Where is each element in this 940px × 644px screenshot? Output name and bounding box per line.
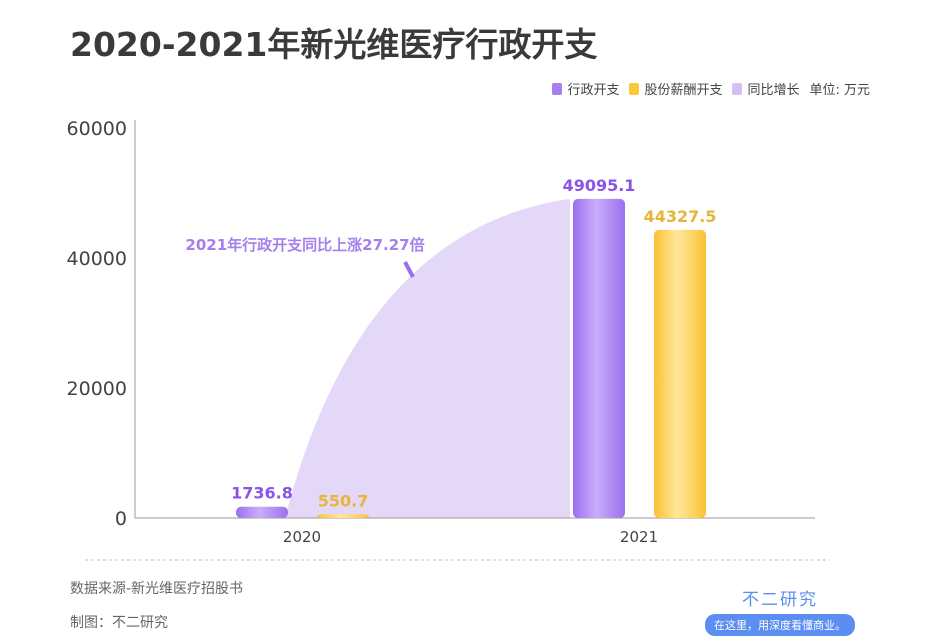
x-tick-label: 2021 <box>620 528 658 546</box>
data-label: 1736.8 <box>231 484 293 503</box>
data-label: 44327.5 <box>644 207 717 226</box>
chart-title: 2020-2021年新光维医疗行政开支 <box>70 25 598 64</box>
legend-item-growth: 同比增长 <box>732 79 799 98</box>
y-tick-label: 0 <box>115 508 127 530</box>
legend-item-share: 股份薪酬开支 <box>629 79 722 98</box>
source-note: 数据来源-新光维医疗招股书 <box>70 581 244 597</box>
x-tick-label: 2020 <box>283 528 321 546</box>
data-label: 49095.1 <box>563 176 636 195</box>
data-label: 550.7 <box>318 491 369 510</box>
y-tick-label: 20000 <box>67 378 127 400</box>
legend: 行政开支 股份薪酬开支 同比增长 单位: 万元 <box>552 79 870 98</box>
legend-item-admin: 行政开支 <box>552 79 619 98</box>
y-tick-label: 40000 <box>67 248 127 270</box>
author-note: 制图：不二研究 <box>70 615 168 631</box>
bar-股份薪酬开支 <box>317 514 369 518</box>
annotation-pointer <box>403 261 415 278</box>
unit-label: 单位: 万元 <box>809 83 870 98</box>
growth-area <box>285 198 570 519</box>
annotation: 2021年行政开支同比上涨27.27倍 <box>185 236 424 254</box>
bar-行政开支 <box>573 198 625 519</box>
y-tick-label: 60000 <box>67 118 127 140</box>
bar-行政开支 <box>236 506 288 518</box>
bar-股份薪酬开支 <box>654 229 706 518</box>
brand-logo: 不二研究 在这里，用深度看懂商业。 <box>705 585 855 636</box>
